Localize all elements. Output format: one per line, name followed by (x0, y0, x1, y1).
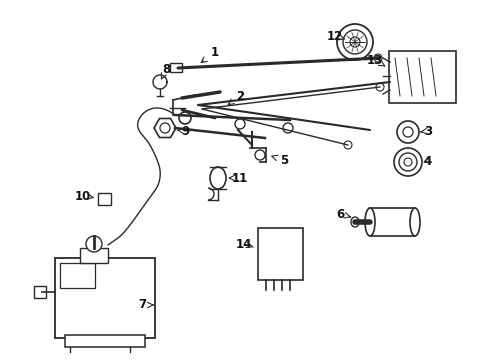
Text: 4: 4 (423, 154, 431, 167)
Circle shape (375, 83, 383, 91)
Circle shape (396, 121, 418, 143)
Text: 6: 6 (335, 207, 344, 220)
Text: 11: 11 (231, 171, 247, 185)
FancyBboxPatch shape (55, 258, 155, 338)
Circle shape (342, 30, 366, 54)
Circle shape (343, 141, 351, 149)
Text: 13: 13 (366, 54, 382, 67)
Circle shape (160, 123, 170, 133)
FancyBboxPatch shape (97, 193, 110, 204)
Text: 9: 9 (181, 125, 189, 138)
Circle shape (336, 24, 372, 60)
Circle shape (393, 148, 421, 176)
Circle shape (254, 150, 264, 160)
Circle shape (86, 236, 102, 252)
Text: 14: 14 (235, 238, 252, 251)
FancyBboxPatch shape (170, 63, 182, 72)
FancyBboxPatch shape (258, 228, 303, 280)
Circle shape (402, 127, 412, 137)
Text: 10: 10 (75, 189, 91, 202)
Text: 3: 3 (423, 125, 431, 138)
Ellipse shape (364, 208, 374, 236)
Text: 7: 7 (138, 298, 146, 311)
Text: 8: 8 (162, 63, 170, 76)
Circle shape (179, 112, 191, 124)
Ellipse shape (409, 208, 419, 236)
Circle shape (403, 158, 411, 166)
Ellipse shape (350, 217, 358, 227)
FancyBboxPatch shape (388, 51, 455, 103)
FancyBboxPatch shape (369, 208, 414, 236)
Circle shape (349, 37, 359, 47)
FancyBboxPatch shape (80, 248, 108, 263)
Text: 12: 12 (326, 30, 343, 42)
Circle shape (373, 54, 381, 62)
Circle shape (235, 119, 244, 129)
FancyBboxPatch shape (60, 263, 95, 288)
Circle shape (398, 153, 416, 171)
Text: 5: 5 (279, 153, 287, 166)
Text: 1: 1 (210, 45, 219, 59)
FancyBboxPatch shape (65, 335, 145, 347)
Ellipse shape (209, 167, 225, 189)
Text: 2: 2 (235, 90, 244, 103)
Circle shape (283, 123, 292, 133)
FancyBboxPatch shape (34, 286, 46, 298)
